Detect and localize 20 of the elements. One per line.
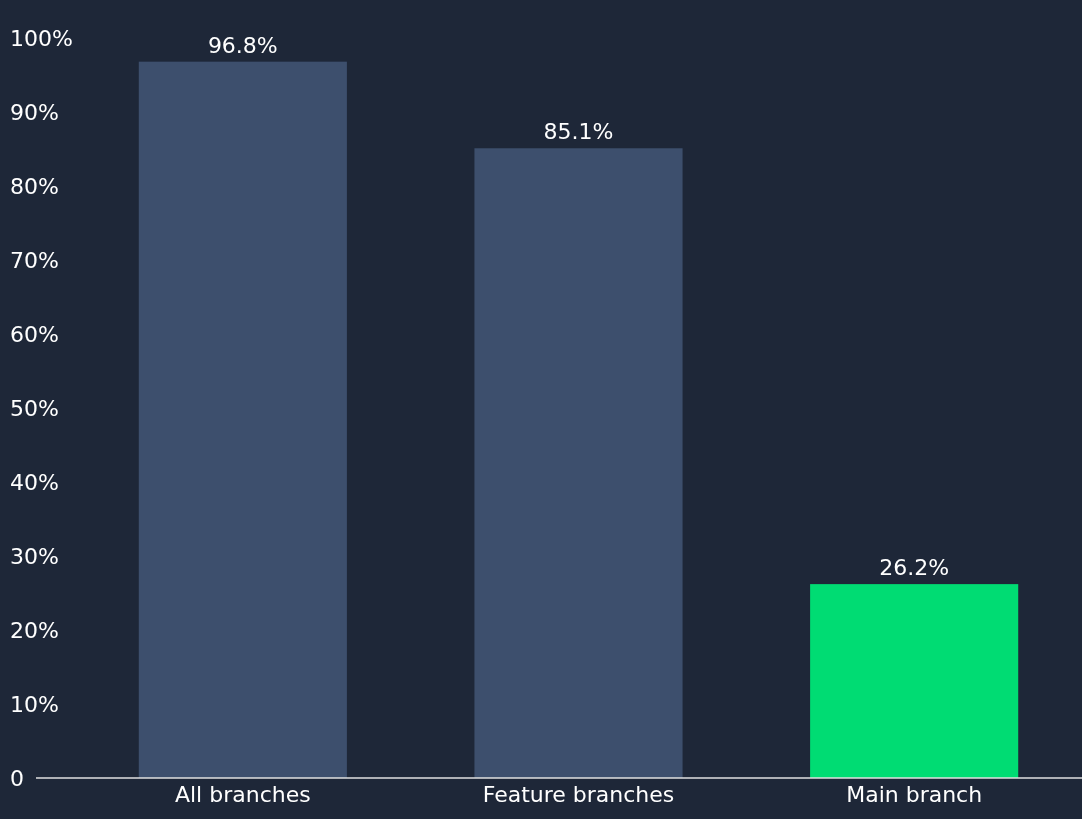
y-tick-label: 70%: [10, 247, 59, 273]
data-label: 26.2%: [879, 555, 950, 581]
bar: [474, 148, 683, 778]
y-tick-label: 100%: [10, 25, 73, 51]
y-tick-label: 90%: [10, 99, 59, 125]
y-tick-label: 20%: [10, 617, 59, 643]
y-tick-label: 0: [10, 765, 24, 791]
y-tick-label: 10%: [10, 691, 59, 717]
x-tick-label: Feature branches: [482, 781, 675, 807]
data-label: 85.1%: [543, 119, 614, 145]
x-tick-label: Main branch: [846, 781, 983, 807]
x-tick-label: All branches: [174, 781, 311, 807]
y-tick-label: 80%: [10, 173, 59, 199]
bar: [810, 584, 1019, 778]
y-tick-label: 60%: [10, 321, 59, 347]
bar: [138, 61, 347, 778]
y-tick-label: 40%: [10, 469, 59, 495]
y-tick-label: 50%: [10, 395, 59, 421]
y-tick-label: 30%: [10, 543, 59, 569]
data-label: 96.8%: [207, 32, 278, 58]
